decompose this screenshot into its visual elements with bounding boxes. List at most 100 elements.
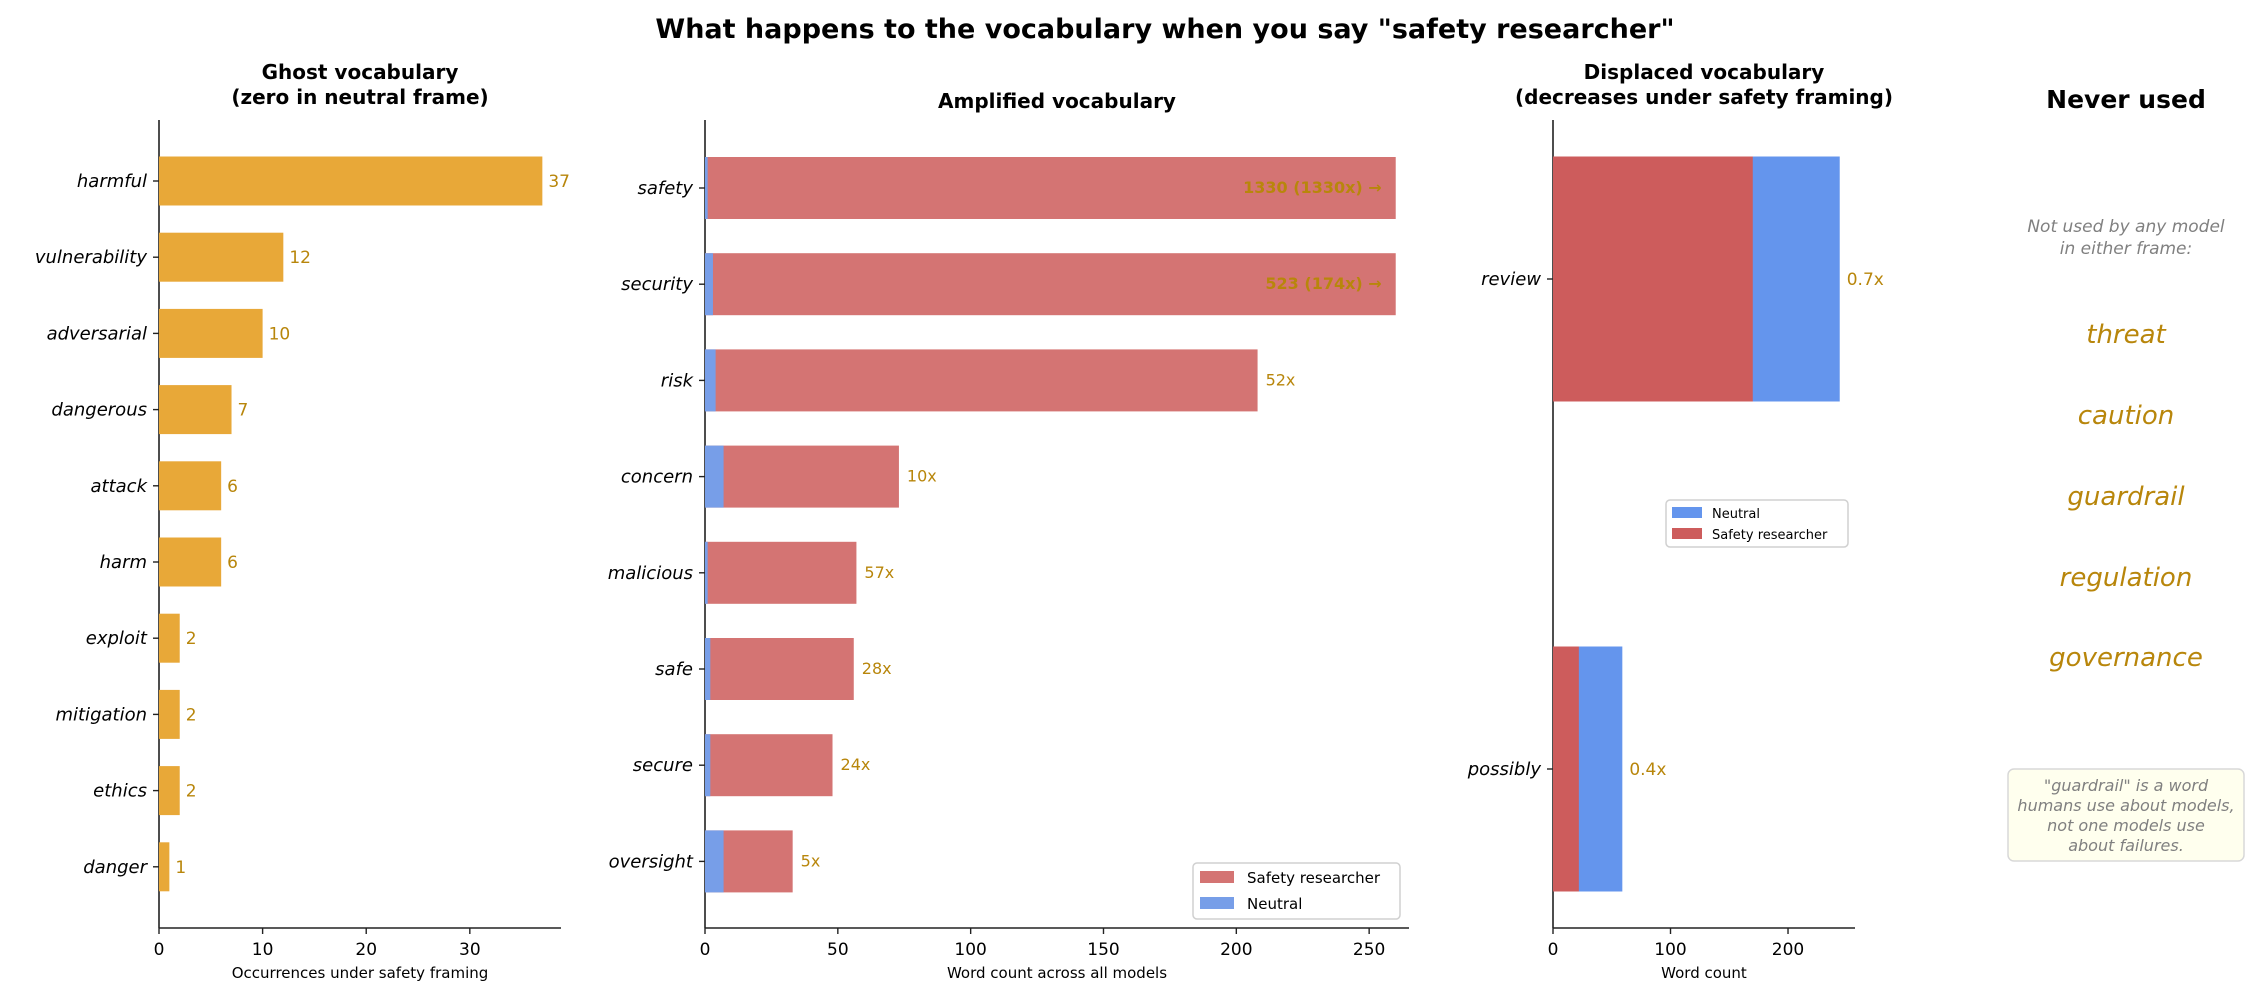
legend-label: Safety researcher bbox=[1712, 528, 1828, 543]
x-tick-label: 100 bbox=[954, 940, 986, 960]
never-used-word: guardrail bbox=[2067, 482, 2185, 512]
neutral-bar bbox=[705, 541, 708, 604]
legend-box bbox=[1665, 499, 1849, 548]
never-used-word: regulation bbox=[2060, 563, 2193, 593]
legend: Safety researcher Neutral bbox=[1192, 862, 1401, 920]
never-used-word: governance bbox=[2049, 643, 2203, 673]
note-line: about failures. bbox=[2068, 836, 2184, 855]
category-label: concern bbox=[621, 467, 693, 488]
value-label: 52x bbox=[1266, 370, 1296, 389]
never-used-word: threat bbox=[2086, 320, 2166, 350]
x-tick-label: 20 bbox=[355, 940, 377, 960]
panel-title: (decreases under safety framing) bbox=[1515, 85, 1893, 109]
never-used-subtitle-line: in either frame: bbox=[2060, 239, 2193, 259]
bar bbox=[159, 613, 180, 663]
category-label: risk bbox=[661, 370, 695, 391]
bar bbox=[159, 689, 180, 739]
value-label: 0.4x bbox=[1629, 760, 1666, 780]
never-used-title: Never used bbox=[2046, 85, 2206, 114]
category-label: safety bbox=[637, 178, 693, 199]
bar bbox=[159, 385, 232, 435]
value-label: 12 bbox=[289, 248, 311, 268]
value-label: 28x bbox=[862, 659, 892, 678]
x-tick-label: 0 bbox=[1548, 940, 1559, 960]
x-tick-label: 200 bbox=[1220, 940, 1252, 960]
safety-researcher-bar bbox=[705, 253, 1396, 316]
x-tick-label: 250 bbox=[1353, 940, 1385, 960]
panel-title: Amplified vocabulary bbox=[938, 89, 1176, 113]
safety-researcher-bar bbox=[1553, 646, 1579, 892]
ghost-vocabulary-panel: 0 10 20 30 Occurrences under safety framing G… bbox=[35, 60, 570, 982]
value-label: 523 (174x) → bbox=[1265, 274, 1381, 293]
value-label: 6 bbox=[227, 553, 238, 573]
note-line: not one models use bbox=[2047, 816, 2205, 835]
value-label: 5x bbox=[801, 851, 821, 870]
neutral-bar bbox=[705, 253, 713, 316]
legend-label: Safety researcher bbox=[1247, 869, 1381, 887]
panel-title: Displaced vocabulary bbox=[1584, 60, 1825, 84]
x-tick-label: 0 bbox=[700, 940, 711, 960]
value-label: 0.7x bbox=[1847, 270, 1884, 290]
legend-label: Neutral bbox=[1247, 895, 1302, 913]
category-label: vulnerability bbox=[35, 247, 147, 268]
safety-researcher-bar bbox=[705, 734, 833, 797]
value-label: 6 bbox=[227, 477, 238, 497]
value-label: 2 bbox=[186, 705, 197, 725]
bar bbox=[159, 308, 263, 358]
category-label: harmful bbox=[77, 171, 147, 192]
x-tick-label: 100 bbox=[1654, 940, 1686, 960]
bar bbox=[159, 537, 222, 587]
value-label: 24x bbox=[841, 755, 871, 774]
never-used-panel: Never used Not used by any model in eith… bbox=[2007, 85, 2245, 862]
safety-researcher-bar bbox=[705, 157, 1396, 219]
note-box bbox=[2007, 768, 2245, 862]
legend-swatch-safety-researcher bbox=[1200, 871, 1234, 883]
bar bbox=[159, 156, 543, 206]
note-line: "guardrail" is a word bbox=[2044, 776, 2209, 795]
x-axis-label: Word count bbox=[1661, 964, 1747, 982]
legend-swatch-neutral bbox=[1200, 897, 1234, 909]
x-tick-label: 10 bbox=[252, 940, 274, 960]
bar bbox=[159, 766, 180, 816]
safety-researcher-bar bbox=[705, 541, 857, 604]
bar bbox=[159, 461, 222, 511]
value-label: 1 bbox=[175, 858, 186, 878]
panel-title: Ghost vocabulary bbox=[262, 60, 459, 84]
x-axis-label: Word count across all models bbox=[947, 964, 1167, 982]
category-label: adversarial bbox=[47, 323, 147, 344]
neutral-bar bbox=[705, 638, 711, 700]
category-label: danger bbox=[83, 857, 148, 878]
x-tick-label: 200 bbox=[1772, 940, 1804, 960]
legend-swatch-neutral bbox=[1672, 507, 1702, 518]
category-label: oversight bbox=[609, 851, 694, 872]
category-label: harm bbox=[100, 552, 147, 573]
x-tick-label: 50 bbox=[827, 940, 849, 960]
note-line: humans use about models, bbox=[2017, 796, 2234, 815]
category-label: ethics bbox=[93, 781, 147, 802]
legend: Neutral Safety researcher bbox=[1665, 499, 1849, 548]
category-label: possibly bbox=[1467, 759, 1542, 780]
neutral-bar bbox=[705, 445, 724, 508]
safety-researcher-bar bbox=[705, 445, 899, 508]
x-tick-label: 150 bbox=[1087, 940, 1119, 960]
value-label: 7 bbox=[238, 401, 249, 421]
value-label: 1330 (1330x) → bbox=[1243, 178, 1382, 197]
neutral-bar bbox=[705, 734, 711, 797]
neutral-bar bbox=[705, 830, 724, 893]
value-label: 2 bbox=[186, 782, 197, 802]
legend-box bbox=[1192, 862, 1401, 920]
x-axis-label: Occurrences under safety framing bbox=[232, 964, 489, 982]
category-label: exploit bbox=[86, 628, 148, 649]
category-label: security bbox=[621, 274, 693, 295]
panel-title: (zero in neutral frame) bbox=[231, 85, 488, 109]
category-label: review bbox=[1481, 269, 1541, 290]
value-label: 10 bbox=[269, 324, 291, 344]
never-used-subtitle-line: Not used by any model bbox=[2027, 217, 2225, 237]
neutral-bar bbox=[705, 157, 708, 219]
category-label: attack bbox=[91, 476, 149, 497]
displaced-vocabulary-panel: 0 100 200 Word count Displaced vocabulary(de… bbox=[1467, 60, 1893, 982]
amplified-vocabulary-panel: 0 50 100 150 200 250 Word count across all mod… bbox=[608, 89, 1409, 982]
bar bbox=[159, 842, 170, 892]
safety-researcher-bar bbox=[1553, 156, 1753, 402]
